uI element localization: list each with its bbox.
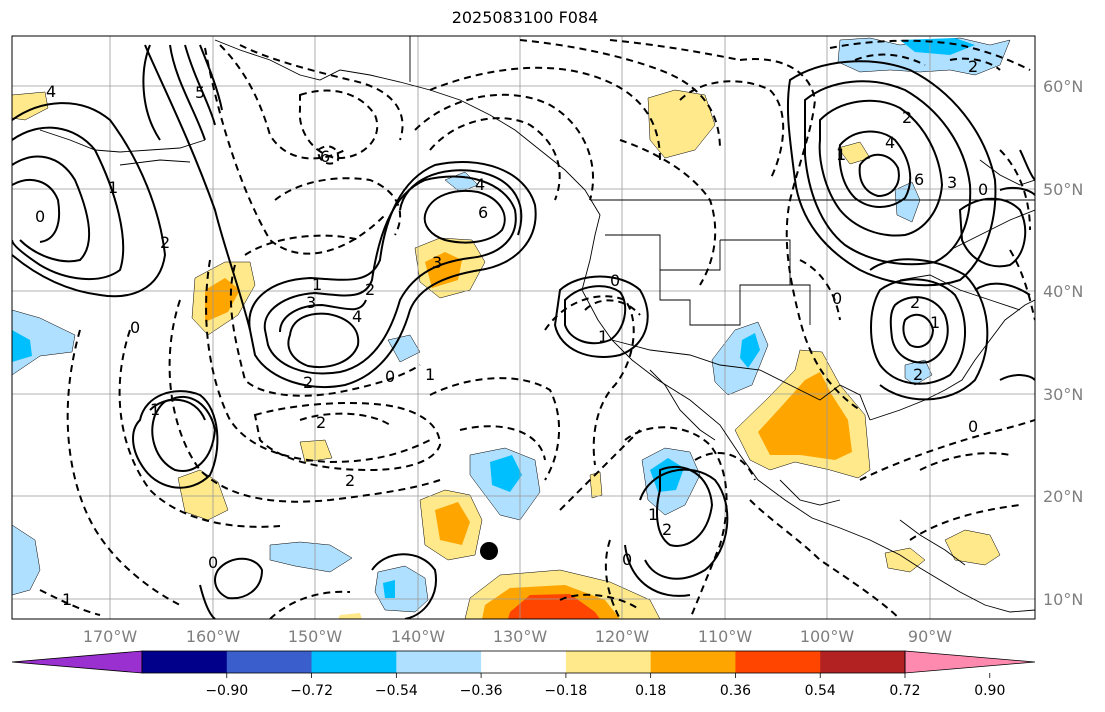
contour-label: 2 xyxy=(968,57,978,76)
colorbar-label: −0.36 xyxy=(460,683,503,699)
lat-label: 50°N xyxy=(1043,180,1083,199)
contour-label: 6 xyxy=(320,147,330,166)
contour-label: 2 xyxy=(345,471,355,490)
contour-label: 2 xyxy=(662,520,672,539)
lon-label: 160°W xyxy=(186,627,241,646)
lat-label: 10°N xyxy=(1043,590,1083,609)
colorbar-segment xyxy=(142,651,228,673)
lon-label: 90°W xyxy=(908,627,952,646)
colorbar-label: 0.18 xyxy=(635,683,666,699)
contour-labels: 4 1 2 0 5 6 2 4 6 3 1 3 2 4 0 2 1 2 0 1 … xyxy=(35,57,988,609)
lon-label: 130°W xyxy=(493,627,548,646)
contour-label: 1 xyxy=(425,365,435,384)
contour-label: 0 xyxy=(610,271,620,290)
lat-label: 30°N xyxy=(1043,385,1083,404)
colorbar-segment xyxy=(820,651,906,673)
colorbar-extend-max xyxy=(904,650,1036,674)
contour-label: 1 xyxy=(598,327,608,346)
lat-label: 20°N xyxy=(1043,487,1083,506)
contour-label: 0 xyxy=(968,417,978,436)
contour-label: 4 xyxy=(46,82,56,101)
contour-label: 0 xyxy=(130,318,140,337)
lon-label: 100°W xyxy=(800,627,855,646)
colorbar-extend-min xyxy=(11,650,143,674)
contour-label: 2 xyxy=(902,108,912,127)
colorbar-label: 0.36 xyxy=(720,683,751,699)
contour-label: 1 xyxy=(836,145,846,164)
contour-label: 1 xyxy=(62,590,72,609)
contour-label: 6 xyxy=(478,203,488,222)
contour-label: 3 xyxy=(306,293,316,312)
contour-label: 2 xyxy=(913,365,923,384)
contour-label: 1 xyxy=(108,178,118,197)
lon-label: 140°W xyxy=(391,627,446,646)
lon-label: 150°W xyxy=(288,627,343,646)
colorbar-segment xyxy=(650,651,736,673)
contour-label: 2 xyxy=(365,280,375,299)
longitude-labels: 170°W 160°W 150°W 140°W 130°W 120°W 110°… xyxy=(83,627,952,646)
contour-label: 0 xyxy=(35,207,45,226)
colorbar-segment xyxy=(735,651,821,673)
contours xyxy=(12,39,1035,619)
storm-position-marker xyxy=(480,542,498,560)
colorbar-frame xyxy=(141,650,906,674)
colorbar-segment xyxy=(311,651,397,673)
map-panel xyxy=(12,36,1035,619)
colorbar-segment xyxy=(226,651,313,673)
contour-label: 0 xyxy=(622,550,632,569)
contour-label: 1 xyxy=(150,400,160,419)
colorbar: −0.90 −0.72 −0.54 −0.36 −0.18 0.18 0.36 0.54 0.7… xyxy=(11,650,1036,699)
contour-label: 0 xyxy=(832,289,842,308)
contour-label: 2 xyxy=(316,413,326,432)
lat-label: 60°N xyxy=(1043,77,1083,96)
colorbar-segment xyxy=(396,651,482,673)
map-frame xyxy=(11,35,1036,620)
contour-label: 4 xyxy=(885,133,895,152)
contour-label: 1 xyxy=(648,505,658,524)
colorbar-label: −0.18 xyxy=(544,683,587,699)
contour-label: 2 xyxy=(910,293,920,312)
colorbar-segment xyxy=(565,651,652,673)
contour-label: 0 xyxy=(208,553,218,572)
colorbar-label: −0.54 xyxy=(375,683,418,699)
colorbar-label: 0.54 xyxy=(805,683,836,699)
colorbar-label: −0.72 xyxy=(290,683,333,699)
lat-label: 40°N xyxy=(1043,282,1083,301)
contour-label: 1 xyxy=(930,313,940,332)
colorbar-label: 0.90 xyxy=(974,683,1005,699)
contour-label: 0 xyxy=(978,180,988,199)
contour-label: 4 xyxy=(352,307,362,326)
colorbar-label: −0.90 xyxy=(205,683,248,699)
contour-label: 3 xyxy=(947,173,957,192)
colorbar-label: 0.72 xyxy=(889,683,920,699)
lon-label: 170°W xyxy=(83,627,138,646)
lon-label: 120°W xyxy=(595,627,650,646)
contour-label: 0 xyxy=(385,367,395,386)
contour-label: 5 xyxy=(195,83,205,102)
contour-label: 3 xyxy=(432,253,442,272)
contour-label: 2 xyxy=(160,233,170,252)
contour-label: 2 xyxy=(303,373,313,392)
colorbar-segment xyxy=(481,651,567,673)
contour-label: 4 xyxy=(475,175,485,194)
map-title: 2025083100 F084 xyxy=(451,8,599,27)
contour-label: 1 xyxy=(312,275,322,294)
contour-label: 6 xyxy=(914,170,924,189)
latitude-labels: 60°N 50°N 40°N 30°N 20°N 10°N xyxy=(1043,77,1083,609)
lon-label: 110°W xyxy=(698,627,753,646)
